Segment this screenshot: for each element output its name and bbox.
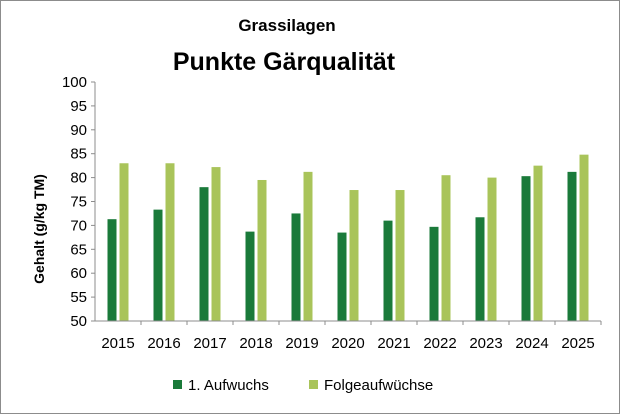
y-tick-label: 100 [62, 74, 87, 91]
y-tick-label: 60 [70, 265, 87, 282]
bar-erster-aufwuchs-2020 [337, 232, 347, 321]
bar-folgeaufwuechse-2024 [533, 165, 543, 321]
bar-erster-aufwuchs-2018 [245, 231, 255, 321]
bar-folgeaufwuechse-2017 [211, 167, 221, 321]
bar-erster-aufwuchs-2022 [429, 226, 439, 321]
y-tick-label: 85 [70, 146, 87, 163]
x-tick-label: 2016 [147, 335, 180, 352]
y-axis-ticks: 50 55 60 65 70 75 80 85 90 95 100 [62, 74, 95, 330]
y-tick-label: 65 [70, 241, 87, 258]
chart-title: Grassilagen [238, 16, 335, 35]
x-tick-label: 2021 [377, 335, 410, 352]
bar-erster-aufwuchs-2025 [567, 171, 577, 321]
y-tick-label: 70 [70, 217, 87, 234]
x-tick-label: 2024 [515, 335, 548, 352]
legend: 1. Aufwuchs Folgeaufwüchse [173, 377, 433, 394]
y-tick-label: 75 [70, 194, 87, 211]
y-tick-label: 90 [70, 122, 87, 139]
bar-erster-aufwuchs-2021 [383, 220, 393, 321]
y-tick-label: 95 [70, 98, 87, 115]
x-tick-label: 2023 [469, 335, 502, 352]
bar-erster-aufwuchs-2017 [199, 187, 209, 321]
chart-subtitle: Punkte Gärqualität [173, 48, 396, 76]
bar-folgeaufwuechse-2019 [303, 171, 313, 321]
legend-swatch [173, 380, 182, 389]
y-tick-label: 50 [70, 313, 87, 330]
bar-folgeaufwuechse-2018 [257, 179, 267, 321]
bar-folgeaufwuechse-2016 [165, 163, 175, 321]
x-axis-ticks: 2015 2016 2017 2018 2019 2020 2021 2022 2023 2024… [101, 321, 602, 352]
bar-erster-aufwuchs-2016 [153, 209, 163, 321]
y-axis-label: Gehalt (g/kg TM) [31, 174, 47, 284]
bar-folgeaufwuechse-2023 [487, 177, 497, 321]
y-tick-label: 80 [70, 170, 87, 187]
legend-swatch [309, 380, 318, 389]
x-tick-label: 2015 [101, 335, 134, 352]
bar-folgeaufwuechse-2021 [395, 190, 405, 321]
bar-folgeaufwuechse-2025 [579, 154, 589, 321]
bar-erster-aufwuchs-2015 [107, 219, 117, 321]
x-tick-label: 2017 [193, 335, 226, 352]
y-tick-label: 55 [70, 289, 87, 306]
bar-folgeaufwuechse-2015 [119, 163, 129, 321]
legend-label: 1. Aufwuchs [188, 377, 269, 394]
bars [107, 154, 589, 321]
x-tick-label: 2022 [423, 335, 456, 352]
legend-label: Folgeaufwüchse [324, 377, 433, 394]
x-tick-label: 2020 [331, 335, 364, 352]
bar-erster-aufwuchs-2024 [521, 176, 531, 321]
x-tick-label: 2018 [239, 335, 272, 352]
bar-folgeaufwuechse-2020 [349, 190, 359, 321]
bar-erster-aufwuchs-2023 [475, 217, 485, 321]
x-tick-label: 2019 [285, 335, 318, 352]
x-tick-label: 2025 [561, 335, 594, 352]
bar-erster-aufwuchs-2019 [291, 213, 301, 321]
bar-folgeaufwuechse-2022 [441, 175, 451, 321]
